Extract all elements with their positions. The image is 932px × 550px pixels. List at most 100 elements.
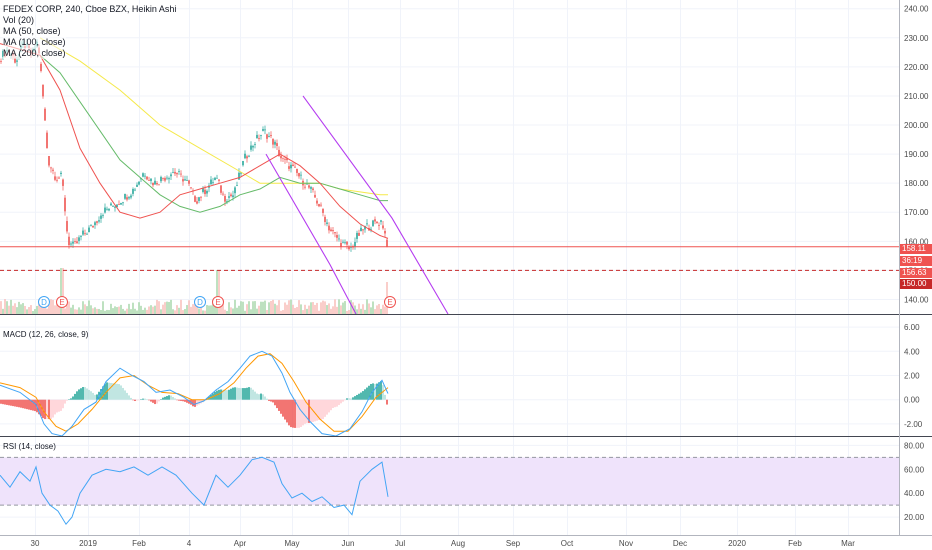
volume-bar [244,310,246,314]
macd-histogram-bar [198,399,200,405]
volume-bar [382,304,384,314]
price-axis[interactable]: 140.00150.00160.00170.00180.00190.00200.… [904,5,929,522]
volume-bar [194,302,196,314]
macd-histogram-bar [54,399,56,415]
volume-bar [20,304,22,314]
indicator-ma100[interactable]: MA (100, close) [3,37,66,48]
volume-bar [282,310,284,314]
macd-histogram-bar [188,399,190,404]
candle-body [182,179,184,182]
candle-body [198,197,200,201]
macd-histogram-bar [360,392,362,400]
candle-body [50,167,52,169]
volume-bar [312,302,314,314]
candle-body [300,174,302,176]
macd-histogram-bar [66,399,68,401]
volume-bar [18,301,20,314]
candle-body [148,180,150,181]
macd-histogram-bar [292,399,294,428]
candle-body [298,173,300,177]
macd-histogram-bar [270,399,272,402]
macd-histogram-bar [300,399,302,427]
price-tag-2: 156.63 [900,268,932,278]
event-marker-e [384,296,396,308]
volume-bar [320,302,322,314]
volume-bar [346,310,348,314]
time-tick-label: 2020 [728,539,746,548]
volume-bar [216,270,218,314]
macd-histogram-bar [224,389,226,400]
volume-bar [354,305,356,314]
volume-bar [278,300,280,314]
volume-bar [262,301,264,314]
candle-body [234,187,236,194]
candle-body [92,225,94,228]
candle-body [72,241,74,244]
indicator-ma200[interactable]: MA (200, close) [3,48,66,59]
candle-body [310,187,312,189]
candle-body [76,241,78,244]
candle-body [70,243,72,245]
candle-body [314,194,316,198]
candle-body [288,166,290,169]
volume-bar [36,305,38,314]
trend-channel[interactable] [265,95,449,315]
macd-histogram-bar [52,399,54,418]
volume-bar [76,309,78,314]
volume-bar [14,303,16,314]
channel-lower-line [265,153,357,315]
macd-histogram-bar [284,399,286,420]
volume-bar [306,308,308,314]
candle-body [60,172,62,174]
time-axis[interactable]: 30 2019 Feb 4 Apr May Jun Jul Aug Sep Oct Nov Dec 202… [31,539,856,548]
candle-body [366,223,368,225]
macd-histogram-bar [386,399,388,405]
volume-bar [122,308,124,314]
macd-histogram-bar [50,399,52,420]
volume-bar [154,305,156,314]
macd-histogram-bar [346,398,348,400]
indicator-ma50[interactable]: MA (50, close) [3,26,61,37]
macd-histogram-bar [60,399,62,411]
macd-histogram-bar [94,394,96,400]
candle-body [196,201,198,204]
volume-bar [24,305,26,314]
candle-body [138,181,140,185]
macd-histogram-bar [254,391,256,400]
volume-bar [72,304,74,314]
volume-bar [192,304,194,314]
candle-body [114,206,116,208]
volume-bar [226,310,228,314]
macd-histogram-bar [236,387,238,400]
macd-tick-label: 2.00 [904,372,920,381]
macd-histogram-bar [308,399,310,423]
candle-body [62,179,64,186]
volume-bar [142,309,144,314]
macd-histogram-bar [184,399,186,402]
candle-body [100,215,102,219]
volume-bar [284,302,286,314]
candle-body [336,235,338,238]
candle-body [334,232,336,234]
volume-bar [288,300,290,314]
macd-histogram-bar [258,394,260,400]
candle-body [304,186,306,188]
candle-body [74,241,76,242]
candle-body [128,197,130,199]
macd-histogram-bar [356,394,358,400]
candle-body [106,208,108,210]
volume-bar [172,309,174,314]
indicator-vol[interactable]: Vol (20) [3,15,35,26]
horizontal-price-lines[interactable] [0,246,899,271]
volume-bar [310,302,312,314]
volume-bar [214,306,216,314]
candle-body [332,230,334,232]
volume-bar [162,304,164,314]
candle-body [274,141,276,145]
macd-histogram-bar [242,388,244,400]
volume-bar [314,304,316,314]
candle-body [328,225,330,231]
macd-histogram-bar [218,389,220,400]
